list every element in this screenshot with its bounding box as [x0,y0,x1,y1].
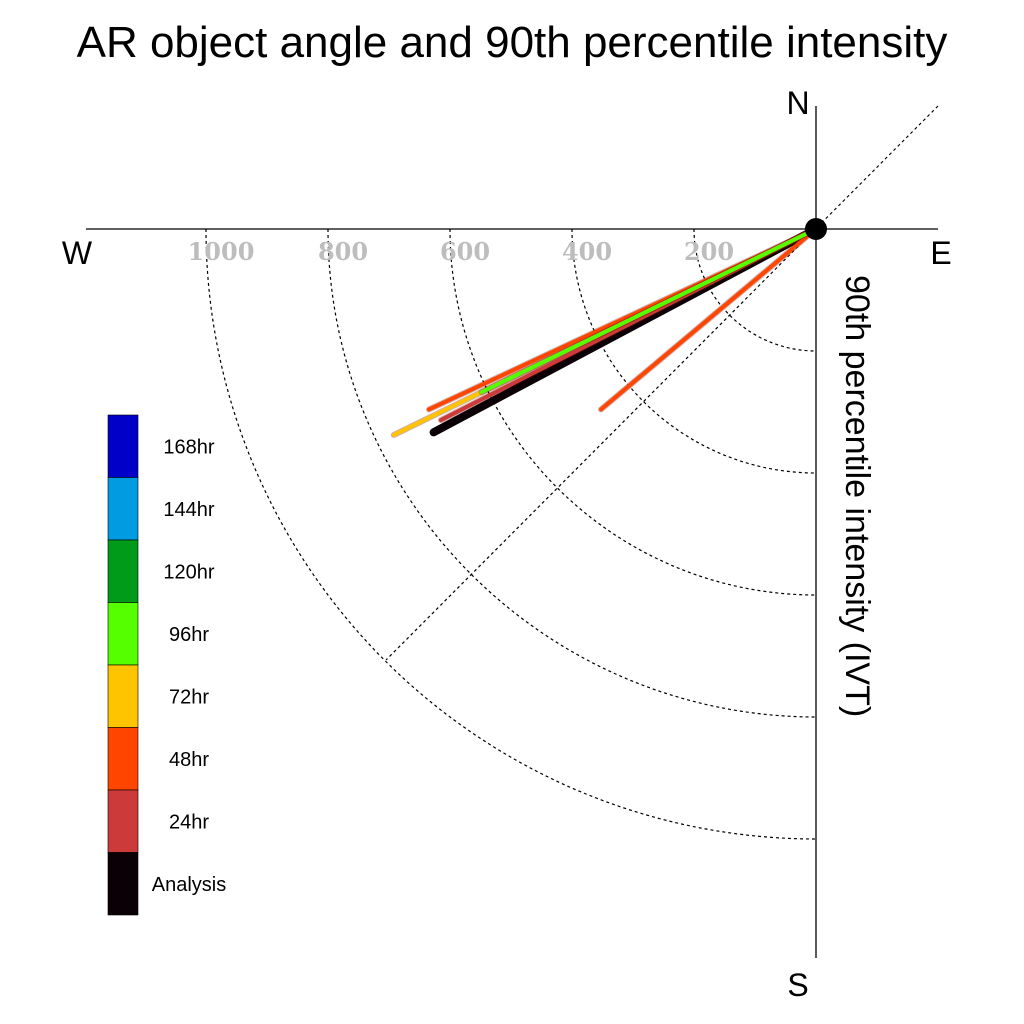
grid-arc-2 [449,228,817,596]
series-line-5 [479,227,818,395]
legend-label-2: 120hr [163,561,214,583]
grid-arc-3 [327,228,817,718]
radial-tick-label-2: 600 [440,237,490,266]
radial-tick-label-3: 800 [318,237,368,266]
compass-west: W [62,235,93,271]
radial-tick-labels: 200 400 600 800 1000 [188,237,734,266]
grid-arc-4 [205,228,817,840]
legend-label-5: 48hr [169,749,209,771]
grid-arc-1 [571,228,817,474]
series-line-3 [599,227,818,412]
legend-swatch-6 [107,789,139,853]
legend-label-1: 144hr [163,499,214,521]
compass-north: N [786,85,809,121]
legend-label-4: 72hr [169,686,209,708]
series-lines [390,225,820,438]
legend-swatch-1 [107,477,139,541]
chart-title: AR object angle and 90th percentile inte… [77,18,948,67]
legend-swatch-0 [107,414,139,478]
legend: 168hr 144hr 120hr 96hr 72hr 48hr 24hr Analysis [107,414,226,916]
legend-label-0: 168hr [163,436,214,458]
compass-east: E [930,235,951,271]
legend-label-7: Analysis [152,874,226,896]
legend-swatch-2 [107,539,139,603]
diagonal-guide [385,105,939,661]
legend-label-3: 96hr [169,624,209,646]
legend-swatch-7 [107,852,139,916]
legend-swatch-3 [107,602,139,666]
grid [205,228,817,840]
radial-tick-label-0: 200 [684,237,734,266]
legend-swatch-5 [107,727,139,791]
grid-arc-0 [693,228,817,352]
radial-tick-label-4: 1000 [188,237,255,266]
compass-south: S [787,967,808,1003]
radial-tick-label-1: 400 [562,237,612,266]
legend-swatch-4 [107,664,139,728]
origin-marker [805,218,827,240]
y-axis-label: 90th percentile intensity (IVT) [838,275,876,717]
legend-label-6: 24hr [169,811,209,833]
axes [86,105,939,958]
